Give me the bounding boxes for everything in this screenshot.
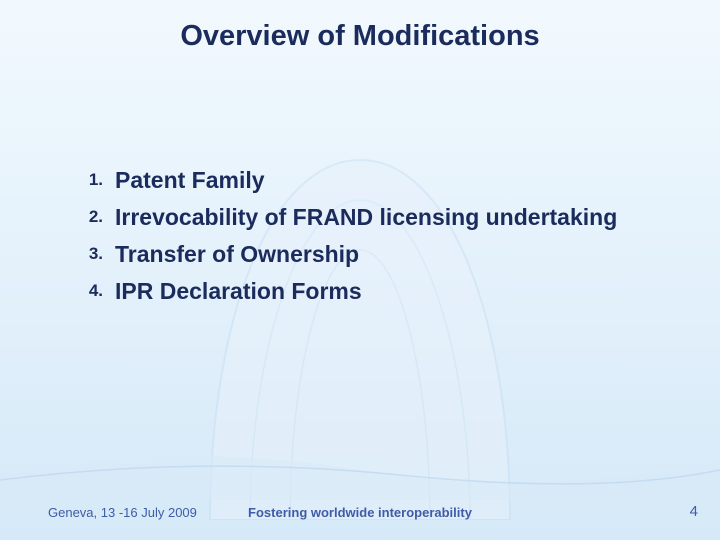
item-text: Transfer of Ownership [115,239,359,270]
item-number: 2. [75,202,115,227]
item-text: IPR Declaration Forms [115,276,362,307]
list-item: 3. Transfer of Ownership [75,239,660,270]
item-number: 3. [75,239,115,264]
item-text: Patent Family [115,165,265,196]
list-item: 2. Irrevocability of FRAND licensing und… [75,202,660,233]
page-number: 4 [690,503,698,520]
item-number: 4. [75,276,115,301]
items-list: 1. Patent Family 2. Irrevocability of FR… [75,165,660,313]
item-number: 1. [75,165,115,190]
item-text: Irrevocability of FRAND licensing undert… [115,202,617,233]
list-item: 4. IPR Declaration Forms [75,276,660,307]
bottom-wave-shape [0,420,720,500]
list-item: 1. Patent Family [75,165,660,196]
footer-tagline: Fostering worldwide interoperability [248,505,472,520]
slide-title: Overview of Modifications [0,20,720,53]
footer-location-date: Geneva, 13 -16 July 2009 [48,505,197,520]
slide-footer: Geneva, 13 -16 July 2009 Fostering world… [0,490,720,520]
